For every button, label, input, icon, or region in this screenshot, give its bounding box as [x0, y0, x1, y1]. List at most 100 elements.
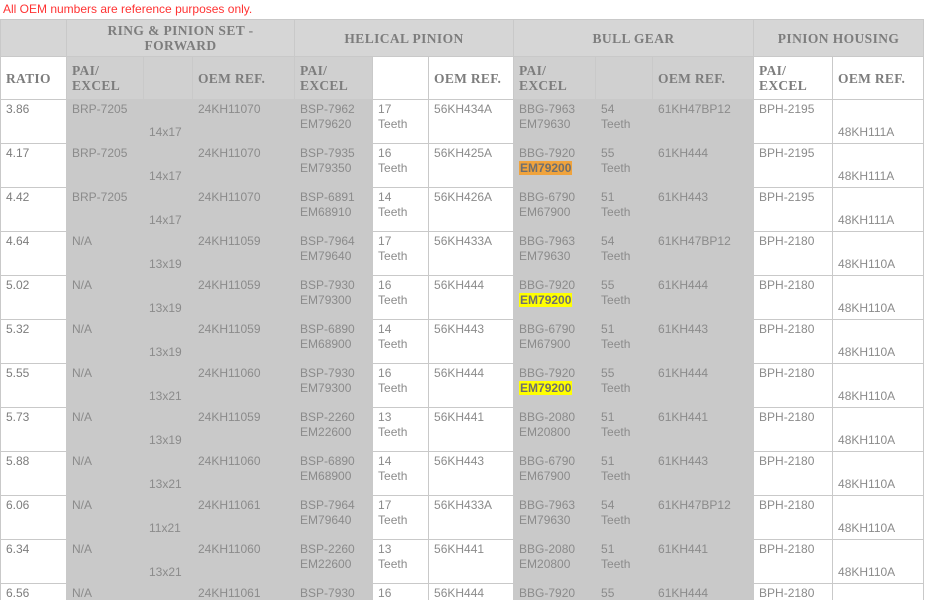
cell-rp_size: 11x21	[143, 495, 193, 540]
cell-bg_pai: BBG-6790 EM67900	[513, 187, 597, 232]
col-header-helical-teeth	[372, 56, 430, 100]
cell-ph_pai: BPH-2180	[753, 231, 834, 276]
cell-rp_size: 13x21	[143, 451, 193, 496]
table-row: 4.42 BRP-7205 14x17 24KH11070 BSP-6891 EM6891…	[0, 187, 925, 232]
table-row: 4.64 N/A 13x19 24KH11059 BSP-7964 EM79640 17 Te…	[0, 231, 925, 276]
oem-reference-notice: All OEM numbers are reference purposes o…	[3, 2, 253, 16]
cell-bg_oem: 61KH47BP12	[652, 231, 755, 276]
highlighted-oem-number: EM79200	[519, 381, 573, 395]
cell-bg_teeth: 51 Teeth	[595, 319, 654, 364]
cell-rp_oem: 24KH11061	[192, 495, 296, 540]
cell-ph_oem: 48KH110A	[832, 275, 925, 320]
table-row: 6.34 N/A 13x21 24KH11060 BSP-2260 EM22600 13 Te…	[0, 539, 925, 584]
table-row: 6.56N/A11x2124KH11061BSP-7930EM7930016Te…	[0, 583, 925, 600]
cell-rp_oem: 24KH11070	[192, 99, 296, 144]
cell-hp_teeth: 17 Teeth	[372, 495, 430, 540]
cell-hp_oem: 56KH443	[428, 451, 515, 496]
col-header-bull-pai-excel: PAI/ EXCEL	[513, 56, 597, 100]
sub-header-row: RATIO PAI/ EXCEL OEM REF. PAI/ EXCEL OEM…	[0, 56, 925, 100]
cell-rp_oem: 24KH11059	[192, 319, 296, 364]
table-row: 5.73 N/A 13x19 24KH11059 BSP-2260 EM22600 13 Te…	[0, 407, 925, 452]
highlighted-oem-number: EM79200	[519, 293, 573, 307]
table-row: 3.86 BRP-7205 14x17 24KH11070 BSP-7962 EM7962…	[0, 99, 925, 144]
cell-hp_pai: BSP-7962 EM79620	[294, 99, 374, 144]
cell-hp_pai: BSP-6890 EM68900	[294, 451, 374, 496]
cell-bg_pai: BBG-6790 EM67900	[513, 451, 597, 496]
cell-rp_size: 13x19	[143, 407, 193, 452]
table-row: 5.55 N/A 13x21 24KH11060 BSP-7930 EM79300 16 Te…	[0, 363, 925, 408]
cell-rp_pai: N/A	[66, 407, 144, 452]
col-header-ring-pinion-pai-excel: PAI/ EXCEL	[66, 56, 144, 100]
table-row: 5.88 N/A 13x21 24KH11060 BSP-6890 EM68900 14 Te…	[0, 451, 925, 496]
cell-bg_oem: 61KH47BP12	[652, 495, 755, 540]
cell-bg_pai: BBG-2080 EM20800	[513, 539, 597, 584]
cell-bg_teeth: 54 Teeth	[595, 231, 654, 276]
cell-hp_oem: 56KH433A	[428, 495, 515, 540]
cell-ratio: 6.34	[0, 539, 67, 584]
cell-ph_oem: 48KH110A	[832, 231, 925, 276]
cell-ratio: 5.32	[0, 319, 67, 364]
table-row: 4.17 BRP-7205 14x17 24KH11070 BSP-7935 EM7935…	[0, 143, 925, 188]
cell-hp_pai: BSP-6891 EM68910	[294, 187, 374, 232]
table-header: RING & PINION SET - FORWARD HELICAL PINI…	[0, 19, 925, 100]
cell-rp_pai: N/A	[66, 319, 144, 364]
cell-bg_oem: 61KH444	[652, 275, 755, 320]
cell-ratio: 5.02	[0, 275, 67, 320]
cell-rp_oem: 24KH11060	[192, 539, 296, 584]
cell-bg_teeth: 51 Teeth	[595, 187, 654, 232]
cell-rp_pai: BRP-7205	[66, 99, 144, 144]
gear-specification-table: RING & PINION SET - FORWARD HELICAL PINI…	[0, 19, 925, 600]
col-header-ratio: RATIO	[0, 56, 67, 100]
cell-bg_oem: 61KH444	[652, 143, 755, 188]
group-header-ring-pinion-set: RING & PINION SET - FORWARD	[66, 19, 296, 57]
cell-ratio: 5.55	[0, 363, 67, 408]
cell-bg_teeth: 51 Teeth	[595, 539, 654, 584]
cell-bg_oem: 61KH444	[652, 363, 755, 408]
cell-hp_oem: 56KH444	[428, 583, 515, 600]
cell-rp_pai: BRP-7205	[66, 187, 144, 232]
table-row: 6.06 N/A 11x21 24KH11061 BSP-7964 EM79640 17 Te…	[0, 495, 925, 540]
cell-ratio: 6.06	[0, 495, 67, 540]
cell-bg_oem: 61KH443	[652, 319, 755, 364]
cell-ph_pai: BPH-2180	[753, 319, 834, 364]
cell-ph_oem: 48KH110A	[832, 451, 925, 496]
cell-hp_teeth: 13 Teeth	[372, 539, 430, 584]
cell-ph_pai: BPH-2180	[753, 275, 834, 320]
cell-hp_teeth: 14 Teeth	[372, 187, 430, 232]
cell-hp_pai: BSP-7964 EM79640	[294, 495, 374, 540]
cell-rp_oem: 24KH11070	[192, 143, 296, 188]
cell-rp_oem: 24KH11060	[192, 451, 296, 496]
table-body: 3.86 BRP-7205 14x17 24KH11070 BSP-7962 EM7962…	[0, 99, 925, 600]
cell-bg_pai: BBG-6790 EM67900	[513, 319, 597, 364]
cell-ratio: 6.56	[0, 583, 67, 600]
cell-ph_oem: 48KH111A	[832, 99, 925, 144]
cell-ph_pai: BPH-2180	[753, 583, 834, 600]
cell-bg_pai: BBG-7963 EM79630	[513, 231, 597, 276]
cell-ph_oem: 48KH110A	[832, 495, 925, 540]
cell-rp_size: 14x17	[143, 143, 193, 188]
col-header-ring-pinion-oem-ref: OEM REF.	[192, 56, 296, 100]
col-header-bull-oem-ref: OEM REF.	[652, 56, 755, 100]
highlighted-oem-number: EM79200	[519, 161, 573, 175]
cell-rp_oem: 24KH11059	[192, 275, 296, 320]
cell-ratio: 4.17	[0, 143, 67, 188]
cell-ratio: 4.64	[0, 231, 67, 276]
cell-hp_pai: BSP-7935 EM79350	[294, 143, 374, 188]
cell-rp_pai: N/A	[66, 363, 144, 408]
cell-ph_pai: BPH-2180	[753, 539, 834, 584]
cell-rp_pai: N/A	[66, 231, 144, 276]
cell-bg_teeth: 54 Teeth	[595, 99, 654, 144]
cell-rp_pai: N/A	[66, 451, 144, 496]
cell-ph_pai: BPH-2180	[753, 495, 834, 540]
cell-rp_oem: 24KH11059	[192, 407, 296, 452]
cell-hp_teeth: 14 Teeth	[372, 451, 430, 496]
cell-rp_size: 13x19	[143, 275, 193, 320]
cell-ph_pai: BPH-2180	[753, 451, 834, 496]
